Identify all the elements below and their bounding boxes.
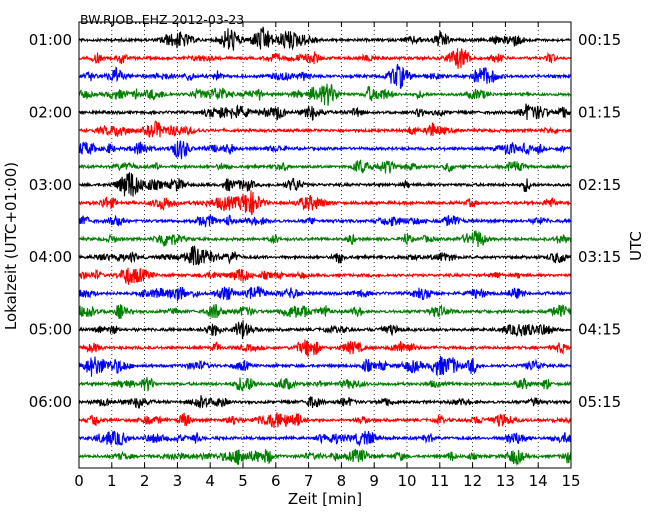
seismogram-traces: [78, 26, 572, 467]
plot-frame: [78, 21, 572, 469]
x-tick-label: 1: [107, 472, 117, 490]
seismogram-trace: [78, 395, 572, 410]
right-time-labels: 00:15 01:15 02:15 03:15 04:15 05:15: [578, 31, 621, 411]
seismogram-trace: [78, 303, 572, 319]
x-tick-label: 11: [430, 472, 449, 490]
seismogram-trace: [79, 26, 572, 51]
right-time-label: 02:15: [578, 176, 621, 194]
x-tick-label: 7: [304, 472, 314, 490]
x-tick-label: 9: [369, 472, 379, 490]
right-time-label: 05:15: [578, 393, 621, 411]
left-time-label: 03:00: [29, 176, 72, 194]
seismogram-trace: [78, 245, 572, 266]
left-time-label: 06:00: [29, 393, 72, 411]
seismogram-trace: [78, 412, 572, 429]
right-time-label: 01:15: [578, 103, 621, 121]
seismogram-trace: [78, 430, 572, 447]
seismogram-trace: [78, 448, 572, 467]
seismogram-trace: [78, 339, 571, 358]
x-tick-label: 4: [205, 472, 215, 490]
x-tick-label: 13: [496, 472, 515, 490]
x-tick-labels: 0 1 2 3 4 5 6 7 8 9 10 11 12 13 14 15: [74, 472, 580, 490]
x-tick-label: 3: [173, 472, 183, 490]
seismogram-trace: [78, 230, 572, 248]
left-time-label: 01:00: [29, 31, 72, 49]
x-axis-title: Zeit [min]: [288, 490, 362, 508]
right-time-label: 00:15: [578, 31, 621, 49]
left-time-label: 02:00: [29, 103, 72, 121]
seismogram-trace: [78, 214, 572, 228]
left-time-labels: 01:00 02:00 03:00 04:00 05:00 06:00: [29, 31, 72, 411]
x-tick-label: 8: [337, 472, 347, 490]
x-tick-label: 14: [529, 472, 548, 490]
seismogram-trace: [78, 267, 572, 285]
x-tick-label: 0: [74, 472, 84, 490]
seismogram-trace: [78, 172, 572, 197]
seismogram-trace: [78, 320, 572, 340]
seismogram-trace: [78, 355, 572, 377]
y-axis-title-right: UTC: [627, 231, 645, 261]
chart-title: BW.RJOB..EHZ 2012-03-23: [80, 12, 244, 27]
seismogram-trace: [78, 377, 572, 392]
x-tick-label: 10: [397, 472, 416, 490]
seismogram-trace: [78, 190, 572, 216]
x-tick-label: 2: [140, 472, 150, 490]
right-time-label: 03:15: [578, 248, 621, 266]
seismogram-trace: [78, 159, 572, 174]
seismogram-trace: [78, 120, 572, 138]
x-tick-label: 6: [271, 472, 281, 490]
x-tick-label: 5: [238, 472, 248, 490]
y-axis-title-left: Lokalzeit (UTC+01:00): [2, 162, 20, 330]
seismogram-trace: [78, 83, 572, 106]
right-time-label: 04:15: [578, 321, 621, 339]
seismogram-trace: [78, 286, 572, 302]
left-time-label: 04:00: [29, 248, 72, 266]
seismogram-trace: [78, 63, 572, 89]
seismogram-trace: [78, 48, 572, 69]
seismogram-trace: [78, 140, 572, 160]
x-tick-label: 15: [561, 472, 580, 490]
left-time-label: 05:00: [29, 321, 72, 339]
x-tick-label: 12: [463, 472, 482, 490]
seismogram-trace: [78, 103, 572, 122]
